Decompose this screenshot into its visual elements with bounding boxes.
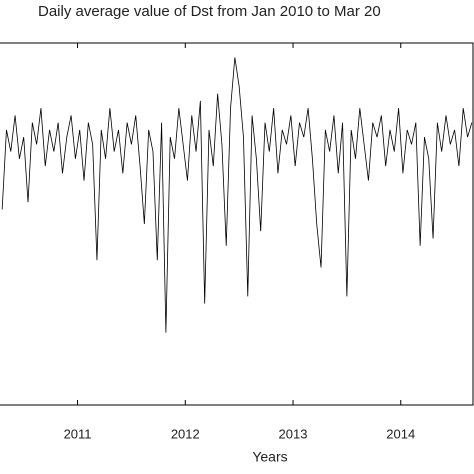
chart-title: Daily average value of Dst from Jan 2010…	[38, 3, 381, 20]
data-line	[1, 57, 473, 333]
x-axis-label: Years	[252, 449, 287, 465]
plot-frame	[0, 42, 474, 406]
x-tick-label: 2012	[171, 426, 200, 441]
x-tick-label: 2011	[64, 426, 92, 441]
x-tick-label: 2013	[279, 426, 308, 441]
x-tick-label: 2014	[386, 426, 415, 441]
